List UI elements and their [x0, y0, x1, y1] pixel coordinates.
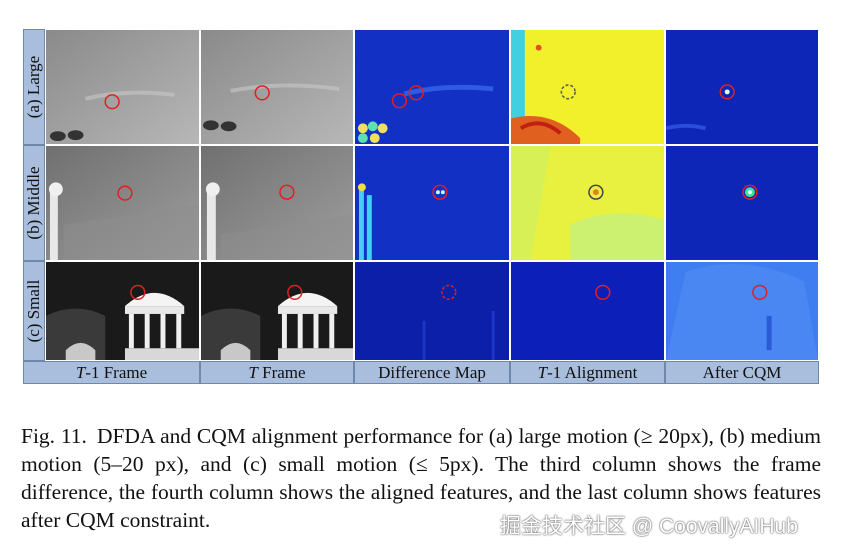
column-label-text: -1 Alignment — [547, 363, 638, 382]
column-label-text: Difference Map — [378, 363, 486, 382]
caption-text: DFDA and CQM alignment performance for (… — [21, 424, 821, 532]
image-middle-after-cqm — [665, 145, 819, 261]
image-large-t-minus-1-frame — [45, 29, 200, 145]
column-label-t-minus-1-alignment: T-1 Alignment — [510, 361, 665, 384]
column-label-text: After CQM — [702, 363, 782, 382]
column-label-italic: T — [537, 363, 548, 382]
column-label-text: -1 Frame — [85, 363, 148, 382]
image-middle-t-frame — [200, 145, 354, 261]
column-label-after-cqm: After CQM — [665, 361, 819, 384]
column-label-italic: T — [248, 363, 258, 382]
column-label-t-minus-1-frame: T-1 Frame — [23, 361, 200, 384]
image-large-t-frame — [200, 29, 354, 145]
image-small-after-cqm — [665, 261, 819, 361]
column-label-italic: T — [75, 363, 86, 382]
image-middle-difference-map — [354, 145, 510, 261]
image-small-difference-map — [354, 261, 510, 361]
image-small-t-minus-1-frame — [45, 261, 200, 361]
figure-caption: Fig. 11. DFDA and CQM alignment performan… — [21, 422, 821, 534]
column-label-difference-map: Difference Map — [354, 361, 510, 384]
caption-label: Fig. 11. — [21, 424, 87, 448]
image-small-t-frame — [200, 261, 354, 361]
column-label-text: Frame — [257, 363, 306, 382]
row-label-small: (c) Small — [23, 261, 45, 361]
figure-grid: (a) Large (b) Middle (c) Small — [23, 29, 819, 384]
column-label-t-frame: T Frame — [200, 361, 354, 384]
row-label-large-text: (a) Large — [24, 55, 43, 119]
image-middle-t-minus-1-alignment — [510, 145, 665, 261]
row-label-small-text: (c) Small — [24, 279, 43, 343]
image-large-after-cqm — [665, 29, 819, 145]
watermark: 掘金技术社区 @ CoovallyAIHub — [500, 515, 798, 538]
image-large-difference-map — [354, 29, 510, 145]
row-label-middle: (b) Middle — [23, 145, 45, 261]
image-large-t-minus-1-alignment — [510, 29, 665, 145]
row-label-large: (a) Large — [23, 29, 45, 145]
image-small-t-minus-1-alignment — [510, 261, 665, 361]
image-middle-t-minus-1-frame — [45, 145, 200, 261]
row-label-middle-text: (b) Middle — [24, 166, 43, 240]
